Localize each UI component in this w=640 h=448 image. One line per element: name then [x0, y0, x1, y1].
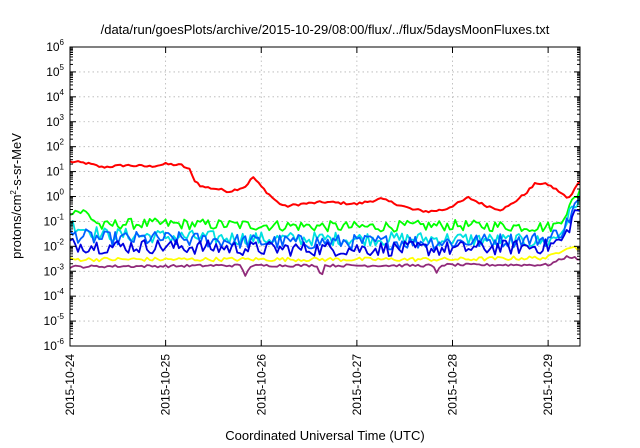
y-tick-label: 10-3 [44, 262, 65, 278]
series-line-3 [70, 193, 580, 249]
y-tick-label: 102 [46, 138, 64, 154]
y-tick-label: 10-4 [44, 287, 65, 303]
series-line-1 [70, 160, 580, 214]
y-axis-label: protons/cm2-s-sr-MeV [9, 133, 24, 259]
chart-title: /data/run/goesPlots/archive/2015-10-29/0… [101, 22, 550, 37]
x-tick-label: 2015-10-27 [350, 354, 364, 416]
series-line-5 [70, 209, 580, 257]
x-tick-label: 2015-10-26 [254, 354, 268, 416]
y-tick-label: 100 [46, 188, 64, 204]
series-line-7 [70, 255, 580, 277]
x-tick-label: 2015-10-29 [541, 354, 555, 416]
series-line-4 [70, 198, 580, 251]
series-line-2 [70, 188, 580, 233]
series-line-6 [70, 245, 580, 263]
y-tick-label: 103 [46, 113, 64, 129]
x-axis-label: Coordinated Universal Time (UTC) [225, 428, 424, 443]
grid-layer [70, 47, 580, 346]
xlabel-layer: 2015-10-24 2015-10-25 2015-10-26 2015-10-27… [63, 354, 555, 416]
y-tick-label: 10-1 [44, 212, 65, 228]
y-tick-label: 105 [46, 63, 64, 79]
y-tick-label: 101 [46, 163, 64, 179]
x-tick-label: 2015-10-25 [159, 354, 173, 416]
y-tick-label: 106 [46, 38, 64, 54]
series-layer [70, 160, 580, 277]
y-tick-label: 10-6 [44, 337, 65, 353]
x-tick-label: 2015-10-28 [446, 354, 460, 416]
ylabel-layer: 10-6 10-5 10-4 10-3 10-2 10-1 100 101 102 103 104 1… [44, 38, 65, 353]
y-tick-label: 10-5 [44, 312, 65, 328]
y-tick-label: 10-2 [44, 237, 65, 253]
y-tick-label: 104 [46, 88, 64, 104]
tick-layer [69, 46, 580, 347]
x-tick-label: 2015-10-24 [63, 354, 77, 416]
